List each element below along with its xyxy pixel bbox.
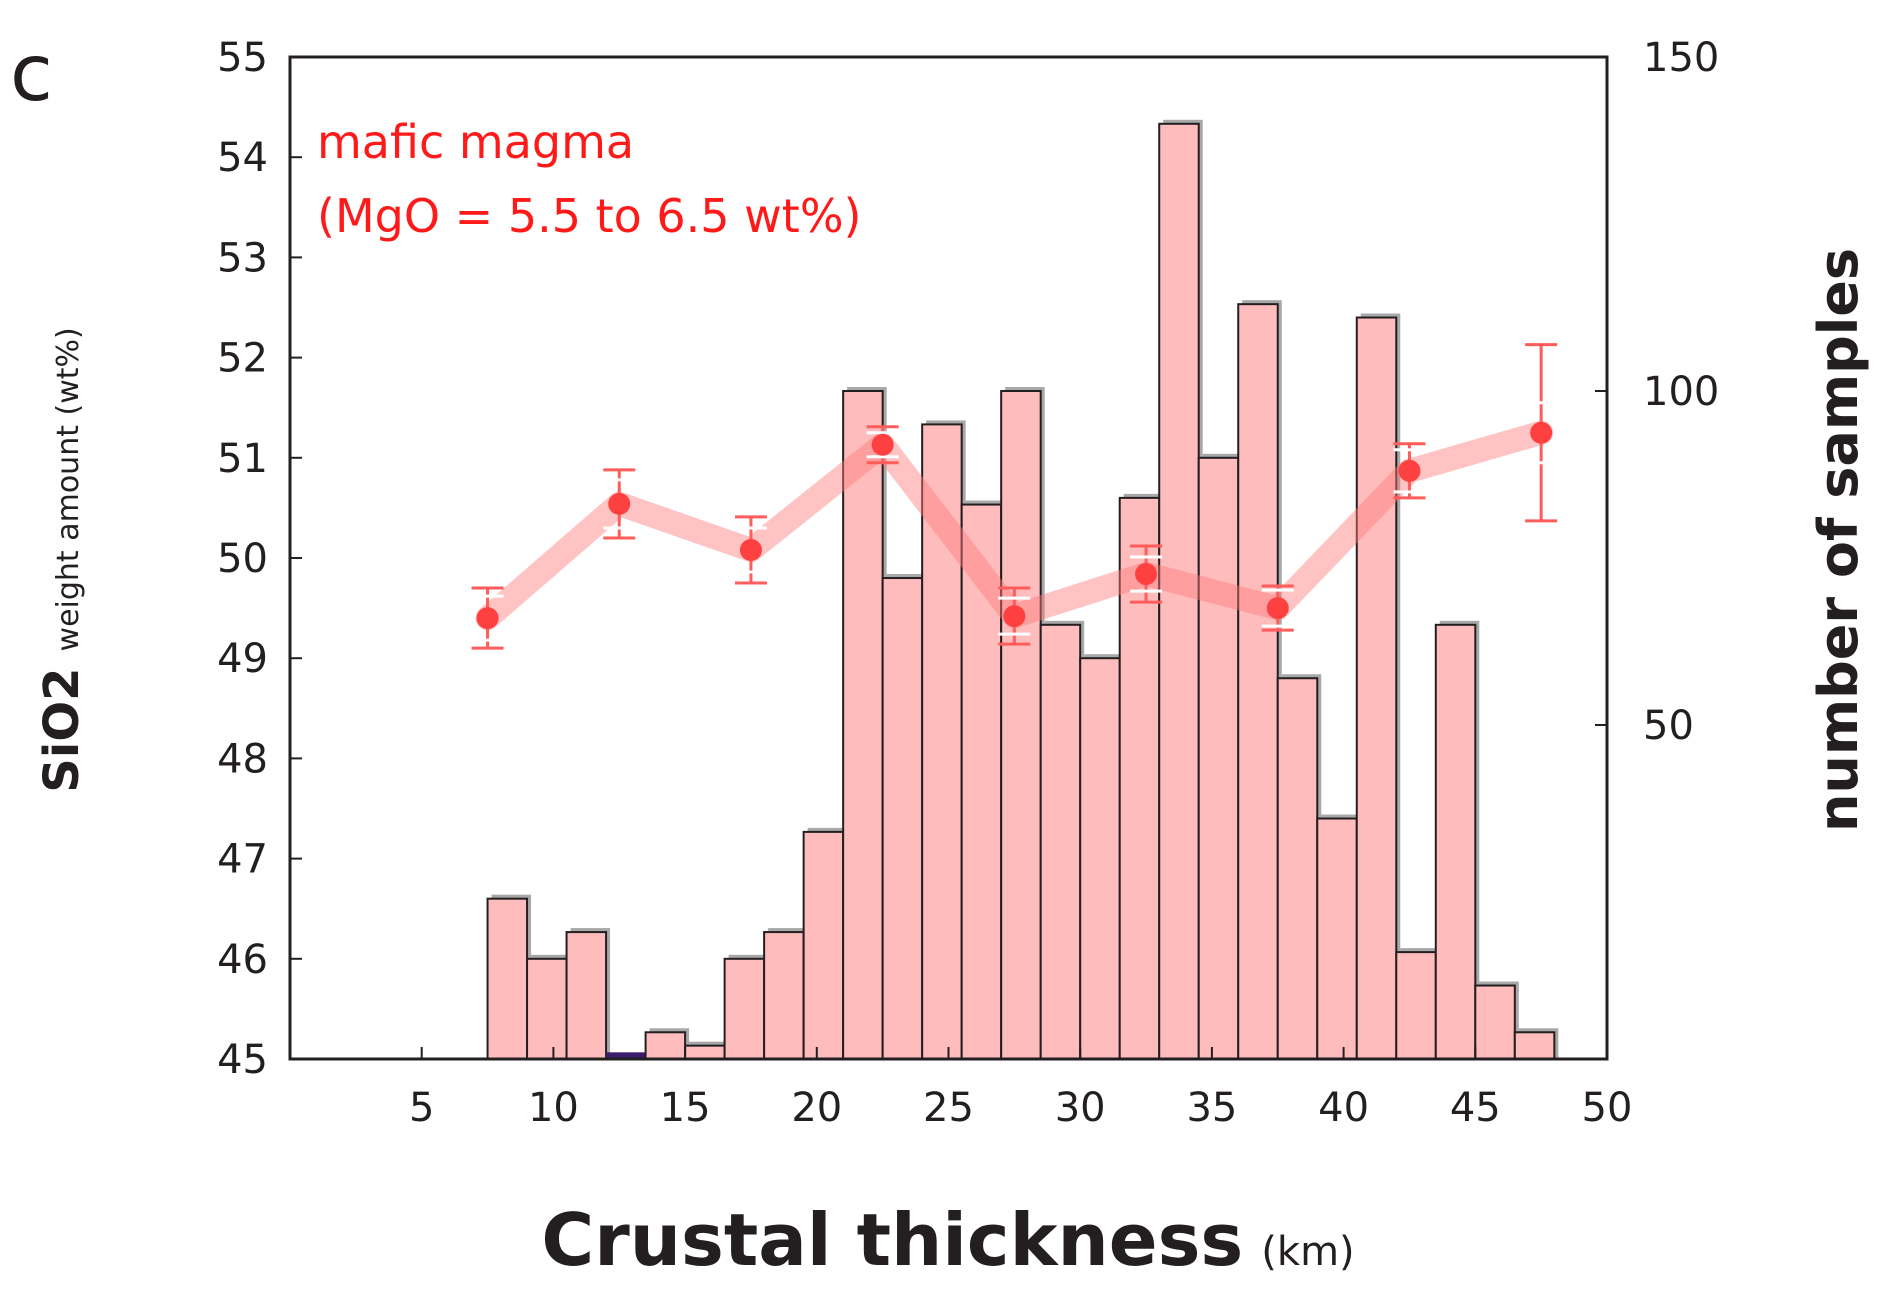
data-point [1530,421,1553,444]
histogram-bar [1513,1031,1556,1061]
x-axis-title: Crustal thickness (km) [541,1198,1354,1282]
histogram-bar [1237,303,1279,1061]
x-tick-label: 10 [528,1085,579,1131]
histogram-bar [763,931,805,1061]
y-axis-title-sub: weight amount (wt%) [51,327,86,651]
axis-ticks: 5 10 15 20 25 30 35 40 45 50 45 46 47 48 49 50 51 52 53 54 5… [217,35,1719,1131]
y-tick-label: 54 [217,135,268,181]
histogram-bar [1276,677,1319,1060]
y2-tick-label: 150 [1643,35,1719,81]
y-tick-label: 49 [217,636,268,682]
histogram-bar [723,957,766,1060]
x-axis-title-main: Crustal thickness [541,1198,1243,1282]
x-axis-title-unit: (km) [1261,1229,1354,1275]
histogram-bar [1434,623,1477,1060]
data-point [608,492,631,515]
data-point [476,607,499,630]
y-axis-title: SiO2 weight amount (wt%) [34,327,90,792]
y-tick-label: 52 [217,336,268,382]
histogram-bar [486,897,529,1060]
data-point [1135,563,1158,586]
histogram-bar [960,503,1003,1060]
histogram-bar [1474,984,1516,1061]
panel-label: c [10,29,53,119]
y2-tick-label: 50 [1643,703,1694,749]
histogram-bar [606,1052,646,1059]
y-tick-label: 51 [217,436,268,482]
histogram-bar [802,830,845,1060]
annotation-mafic-magma: mafic magma [317,115,634,169]
y2-tick-label: 100 [1643,369,1719,415]
x-tick-label: 20 [791,1085,842,1131]
x-tick-label: 50 [1582,1085,1633,1131]
x-tick-label: 30 [1055,1085,1106,1131]
y-tick-label: 46 [217,937,268,983]
data-point [739,538,762,561]
histogram-bar [1079,657,1121,1060]
y-tick-label: 50 [217,536,268,582]
x-tick-label: 25 [923,1085,974,1131]
histogram-bar [1395,951,1437,1060]
data-point [1398,459,1421,482]
y-tick-label: 45 [217,1037,268,1083]
y-tick-label: 55 [217,35,268,81]
histogram-bar [842,390,884,1060]
histogram-bar [921,423,963,1060]
x-tick-label: 40 [1318,1085,1369,1131]
x-tick-label: 5 [409,1085,434,1131]
histogram-bar [1197,456,1240,1060]
histogram-bar [1000,390,1042,1060]
x-tick-label: 45 [1450,1085,1501,1131]
data-point [1266,597,1289,620]
y-tick-label: 48 [217,736,268,782]
y-tick-label: 47 [217,837,268,883]
histogram-bar [1039,623,1082,1060]
histogram-bar [1355,316,1398,1060]
annotation-mgo-range: (MgO = 5.5 to 6.5 wt%) [317,189,862,243]
y-tick-label: 53 [217,235,268,281]
x-tick-label: 15 [660,1085,711,1131]
histogram-bar [565,931,608,1061]
sio2-series [471,343,1558,650]
histogram-bar [1316,817,1358,1061]
y-axis-title-main: SiO2 [34,667,90,792]
histogram-bar [1158,122,1200,1061]
histogram-bar [644,1031,687,1061]
histogram-bar [881,577,924,1060]
data-point [1003,605,1026,628]
histogram-bar [526,957,568,1060]
y2-axis-title: number of samples [1807,248,1870,832]
data-point [871,433,894,456]
histogram-bar [684,1044,726,1061]
histogram-bars [486,119,1559,1061]
x-tick-label: 35 [1186,1085,1237,1131]
